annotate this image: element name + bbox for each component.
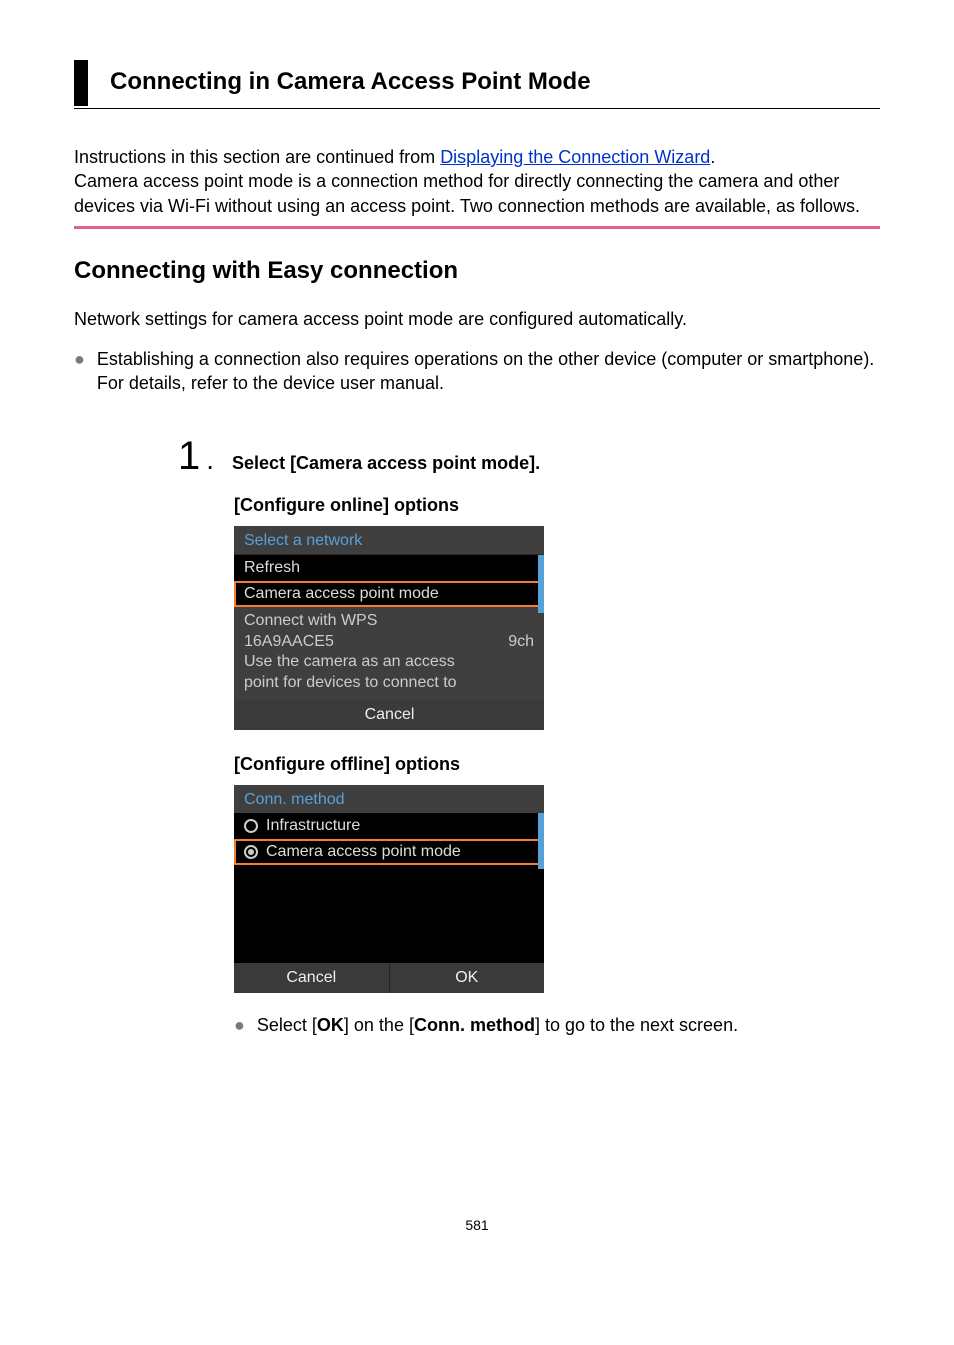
infrastructure-option[interactable]: Infrastructure xyxy=(234,813,544,839)
step-sub-bullet: ● Select [OK] on the [Conn. method] to g… xyxy=(234,1013,880,1037)
scrollbar-icon xyxy=(538,813,544,869)
subheading: Connecting with Easy connection xyxy=(74,257,880,285)
paragraph-1: Network settings for camera access point… xyxy=(74,307,880,331)
step-dot: . xyxy=(206,444,214,476)
ok-button[interactable]: OK xyxy=(390,963,545,993)
page-number: 581 xyxy=(74,1217,880,1233)
scrollbar-icon xyxy=(538,555,544,613)
configure-offline-label: [Configure offline] options xyxy=(234,754,880,775)
step-number: 1 xyxy=(178,434,200,479)
network-item[interactable]: 16A9AACE5 9ch xyxy=(244,632,534,653)
network-channel: 9ch xyxy=(508,632,534,653)
conn-method-list: Infrastructure Camera access point mode xyxy=(234,813,544,963)
bullet-icon: ● xyxy=(234,1013,245,1037)
connection-wizard-link[interactable]: Displaying the Connection Wizard xyxy=(440,147,710,167)
t2: OK xyxy=(317,1015,344,1035)
camera-access-point-option[interactable]: Camera access point mode xyxy=(234,839,544,865)
camera-screen-online: Select a network Refresh Camera access p… xyxy=(234,526,544,730)
screen-online-description: Connect with WPS 16A9AACE5 9ch Use the c… xyxy=(234,607,544,700)
section-divider xyxy=(74,226,880,229)
camera-screen-offline: Conn. method Infrastructure Camera acces… xyxy=(234,785,544,993)
screen-offline-footer: Cancel OK xyxy=(234,963,544,993)
cancel-button[interactable]: Cancel xyxy=(234,963,390,993)
configure-online-label: [Configure online] options xyxy=(234,495,880,516)
network-list: Refresh Camera access point mode xyxy=(234,555,544,607)
page-container: Connecting in Camera Access Point Mode I… xyxy=(0,0,954,1273)
sub-bullet-text: Select [OK] on the [Conn. method] to go … xyxy=(257,1013,738,1037)
t5: ] to go to the next screen. xyxy=(535,1015,738,1035)
t4: Conn. method xyxy=(414,1015,535,1035)
page-title: Connecting in Camera Access Point Mode xyxy=(110,60,591,106)
title-block: Connecting in Camera Access Point Mode xyxy=(74,60,880,109)
bullet-icon: ● xyxy=(74,347,85,371)
screen-offline-header: Conn. method xyxy=(234,785,544,813)
intro-paragraph: Instructions in this section are continu… xyxy=(74,145,880,218)
screen-online-footer: . Cancel . xyxy=(234,700,544,730)
cancel-button[interactable]: Cancel xyxy=(338,700,441,730)
t3: ] on the [ xyxy=(344,1015,414,1035)
screen-spacer xyxy=(234,865,544,963)
radio-unselected-icon xyxy=(244,819,258,833)
radio-selected-icon xyxy=(244,845,258,859)
desc-line-1: Use the camera as an access xyxy=(244,652,534,673)
step-1-heading: 1 . Select [Camera access point mode]. xyxy=(178,434,880,479)
intro-suffix: . xyxy=(710,147,715,167)
bullet-note: ● Establishing a connection also require… xyxy=(74,347,880,396)
intro-prefix: Instructions in this section are continu… xyxy=(74,147,440,167)
intro-body: Camera access point mode is a connection… xyxy=(74,171,860,215)
wps-item[interactable]: Connect with WPS xyxy=(244,611,534,632)
title-bar-decoration xyxy=(74,60,88,106)
bullet-text: Establishing a connection also requires … xyxy=(97,347,880,396)
t1: Select [ xyxy=(257,1015,317,1035)
infrastructure-label: Infrastructure xyxy=(266,817,360,835)
camera-access-point-item[interactable]: Camera access point mode xyxy=(234,581,544,607)
cap-label: Camera access point mode xyxy=(266,843,461,861)
step-title: Select [Camera access point mode]. xyxy=(232,453,540,474)
step-1-body: [Configure online] options Select a netw… xyxy=(234,495,880,1037)
refresh-item[interactable]: Refresh xyxy=(234,555,544,581)
screen-online-header: Select a network xyxy=(234,526,544,555)
network-name: 16A9AACE5 xyxy=(244,633,334,650)
desc-line-2: point for devices to connect to xyxy=(244,673,534,694)
